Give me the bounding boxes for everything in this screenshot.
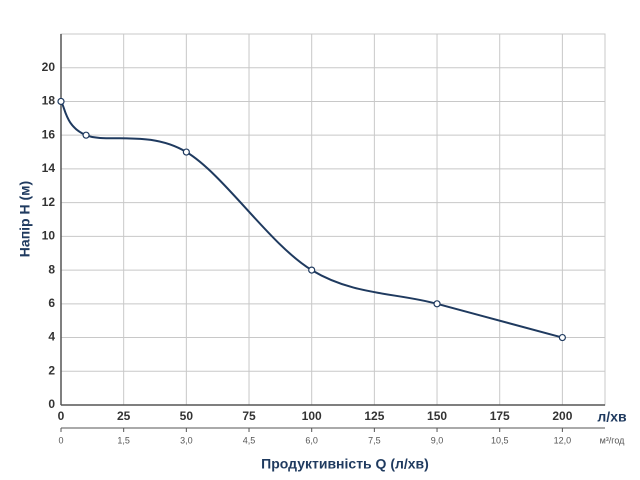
y-tick-label: 16 bbox=[42, 127, 56, 141]
y-tick-label: 20 bbox=[42, 60, 56, 74]
x2-unit: м³/год bbox=[600, 435, 626, 445]
x2-tick-label: 10,5 bbox=[491, 435, 509, 445]
x2-tick-label: 9,0 bbox=[431, 435, 444, 445]
x2-tick-label: 4,5 bbox=[243, 435, 256, 445]
x-tick-label: 50 bbox=[180, 409, 194, 423]
point bbox=[558, 333, 566, 342]
y-tick-label: 10 bbox=[42, 229, 56, 243]
x2-tick-label: 0 bbox=[58, 435, 63, 445]
x2-tick-label: 7,5 bbox=[368, 435, 381, 445]
x-tick-label: 25 bbox=[117, 409, 131, 423]
point bbox=[82, 131, 90, 139]
x2-tick-label: 12,0 bbox=[554, 435, 572, 445]
point bbox=[433, 300, 441, 308]
x-tick-label: 150 bbox=[427, 409, 447, 423]
x-unit: л/хв bbox=[597, 409, 627, 425]
y-tick-label: 2 bbox=[48, 363, 55, 377]
y-tick-label: 4 bbox=[48, 330, 55, 344]
x2-tick-label: 6,0 bbox=[305, 435, 318, 445]
y-tick-label: 14 bbox=[42, 161, 56, 175]
x-tick-label: 175 bbox=[490, 409, 510, 423]
x-tick-label: 100 bbox=[302, 409, 322, 423]
x-tick-label: 125 bbox=[364, 409, 384, 423]
x-tick-label: 0 bbox=[58, 409, 65, 423]
y-tick-label: 12 bbox=[42, 195, 56, 209]
point bbox=[57, 97, 65, 106]
y-tick-label: 0 bbox=[48, 397, 55, 411]
x2-tick-label: 3,0 bbox=[180, 435, 193, 445]
y-tick-label: 8 bbox=[48, 262, 55, 276]
point bbox=[308, 266, 316, 274]
y-axis-title: Напір H (м) bbox=[17, 181, 33, 257]
plot-frame bbox=[60, 33, 606, 406]
y-tick-label: 6 bbox=[48, 296, 55, 310]
x-axis-title: Продуктивність Q (л/хв) bbox=[261, 456, 429, 472]
y-tick-label: 18 bbox=[42, 94, 56, 108]
x-tick-label: 200 bbox=[552, 409, 572, 423]
x-tick-label: 75 bbox=[242, 409, 256, 423]
x2-tick-label: 1,5 bbox=[117, 435, 130, 445]
point bbox=[182, 148, 190, 156]
